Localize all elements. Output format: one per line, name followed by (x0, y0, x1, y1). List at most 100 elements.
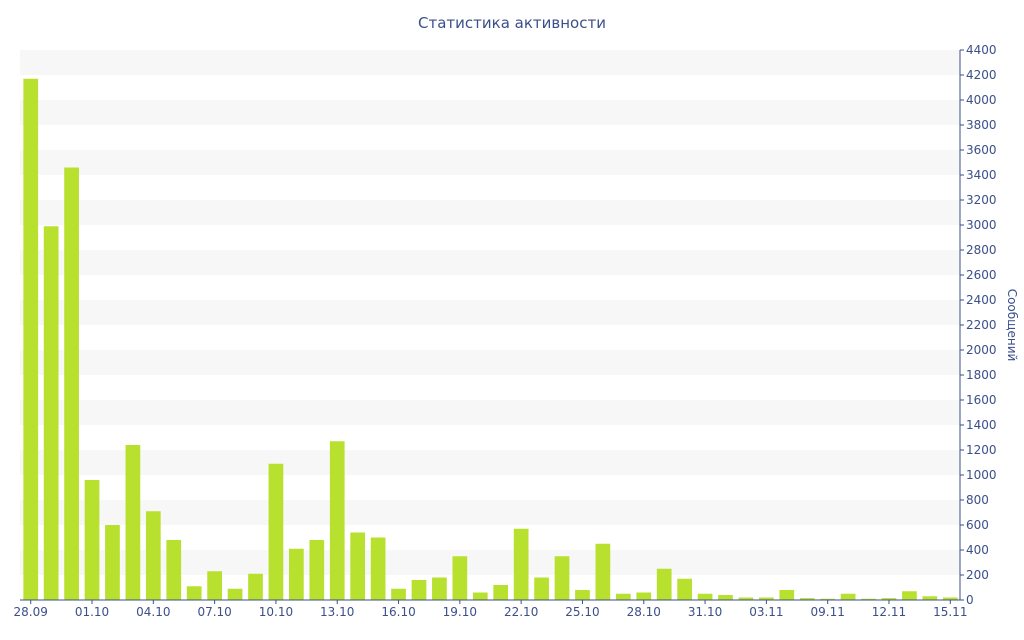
bar[interactable] (329, 441, 345, 600)
x-tick-label: 13.10 (320, 605, 354, 619)
grid-band (20, 150, 960, 175)
y-tick-label: 4400 (966, 43, 997, 57)
y-tick-label: 2000 (966, 343, 997, 357)
y-tick-label: 4200 (966, 68, 997, 82)
bar[interactable] (248, 573, 263, 600)
bar[interactable] (759, 597, 774, 601)
x-tick-label: 28.09 (14, 605, 48, 619)
bar[interactable] (861, 598, 876, 600)
bar[interactable] (309, 540, 325, 600)
x-tick-label: 03.11 (749, 605, 783, 619)
grid-band (20, 250, 960, 275)
bar[interactable] (636, 592, 652, 601)
bars (23, 78, 958, 601)
y-tick-label: 1600 (966, 393, 997, 407)
grid-band (20, 350, 960, 375)
grid-band (20, 550, 960, 575)
bar[interactable] (23, 78, 39, 600)
grid-band (20, 500, 960, 525)
chart-title: Статистика активности (418, 14, 606, 32)
bar[interactable] (799, 598, 815, 600)
grid-band (20, 100, 960, 125)
bar[interactable] (289, 548, 304, 600)
x-tick-label: 19.10 (443, 605, 477, 619)
y-tick-label: 2200 (966, 318, 997, 332)
bar[interactable] (145, 511, 161, 600)
bar[interactable] (902, 591, 917, 600)
x-tick-labels: 28.09 01.10 04.10 07.10 10.10 13.10 16.10 19.10… (14, 600, 967, 619)
x-tick-label: 07.10 (197, 605, 231, 619)
x-tick-label: 25.10 (565, 605, 599, 619)
y-tick-labels: 0 200 400 600 800 1000 1200 1400 1600 1800 2000 220… (960, 43, 997, 607)
grid-band (20, 200, 960, 225)
bar[interactable] (881, 598, 897, 600)
grid-band (20, 400, 960, 425)
bar[interactable] (718, 595, 733, 600)
bar[interactable] (391, 588, 406, 600)
bar[interactable] (268, 463, 284, 600)
bar[interactable] (513, 528, 529, 600)
x-tick-label: 28.10 (627, 605, 661, 619)
bar[interactable] (534, 577, 549, 601)
x-tick-label: 31.10 (688, 605, 722, 619)
bar[interactable] (370, 537, 386, 601)
x-tick-label: 09.11 (810, 605, 844, 619)
y-tick-label: 2800 (966, 243, 997, 257)
bar[interactable] (227, 588, 243, 600)
bar[interactable] (738, 597, 754, 601)
bar[interactable] (452, 556, 468, 600)
bar[interactable] (840, 593, 856, 600)
y-axis-label: Сообщений (1005, 289, 1019, 362)
grid-band (20, 50, 960, 75)
bar[interactable] (656, 568, 672, 600)
y-tick-label: 1800 (966, 368, 997, 382)
grid-band (20, 300, 960, 325)
y-tick-label: 800 (966, 493, 989, 507)
bar[interactable] (84, 480, 100, 600)
x-tick-label: 01.10 (75, 605, 109, 619)
y-tick-label: 1000 (966, 468, 997, 482)
bar[interactable] (493, 585, 509, 600)
y-tick-label: 3800 (966, 118, 997, 132)
bar[interactable] (411, 580, 427, 600)
bar[interactable] (43, 226, 59, 600)
x-tick-label: 22.10 (504, 605, 538, 619)
bar[interactable] (942, 597, 958, 601)
bar[interactable] (472, 592, 488, 601)
bar[interactable] (207, 571, 222, 600)
bar[interactable] (166, 540, 182, 600)
x-tick-label: 16.10 (381, 605, 415, 619)
y-tick-label: 1400 (966, 418, 997, 432)
y-tick-label: 3600 (966, 143, 997, 157)
grid-bands (20, 50, 960, 575)
bar[interactable] (125, 445, 141, 600)
y-tick-label: 4000 (966, 93, 997, 107)
bar[interactable] (922, 596, 938, 600)
bar[interactable] (575, 590, 590, 600)
y-tick-label: 1200 (966, 443, 997, 457)
y-tick-label: 400 (966, 543, 989, 557)
bar[interactable] (186, 586, 202, 600)
x-tick-label: 15.11 (933, 605, 967, 619)
bar[interactable] (64, 167, 79, 601)
bar[interactable] (350, 532, 366, 601)
bar[interactable] (677, 578, 692, 600)
bar[interactable] (432, 577, 447, 601)
bar[interactable] (615, 593, 631, 600)
x-tick-label: 12.11 (872, 605, 906, 619)
y-tick-label: 200 (966, 568, 989, 582)
grid-band (20, 450, 960, 475)
y-tick-label: 2400 (966, 293, 997, 307)
bar[interactable] (779, 590, 795, 600)
bar[interactable] (595, 543, 611, 600)
y-tick-label: 600 (966, 518, 989, 532)
bar[interactable] (554, 556, 570, 600)
y-tick-label: 2600 (966, 268, 997, 282)
bar[interactable] (820, 598, 836, 600)
y-tick-label: 3000 (966, 218, 997, 232)
bar[interactable] (697, 593, 713, 600)
x-tick-label: 04.10 (136, 605, 170, 619)
y-tick-label: 0 (966, 593, 974, 607)
bar[interactable] (105, 525, 120, 600)
